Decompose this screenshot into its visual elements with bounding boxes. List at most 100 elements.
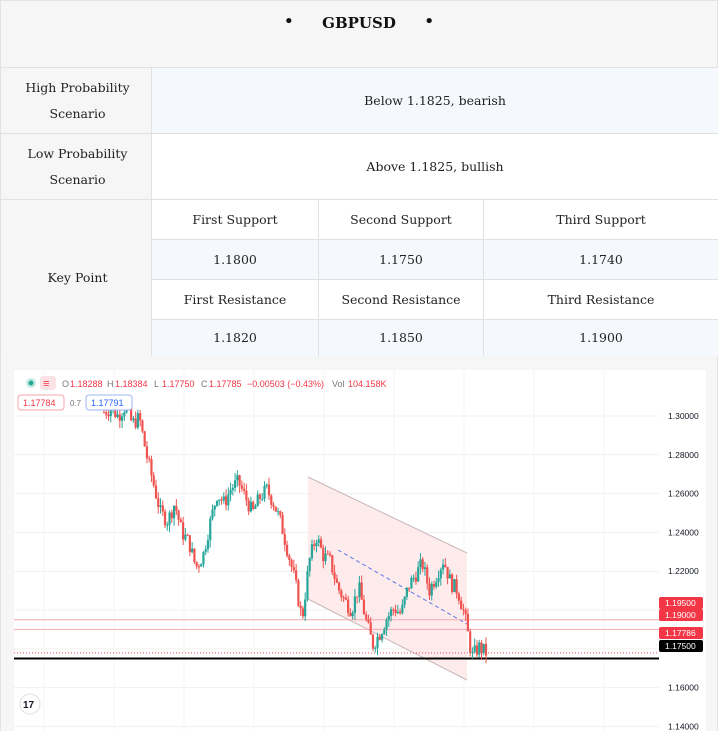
candle-body	[367, 619, 369, 622]
candle-body	[196, 562, 198, 566]
candle-body	[413, 578, 415, 579]
candle-body	[177, 511, 179, 520]
candle-body	[234, 480, 236, 488]
chart-panel: 1.300001.280001.260001.240001.220001.200…	[0, 356, 718, 731]
high-scenario-value: Below 1.1825, bearish	[152, 68, 718, 134]
candle-body	[139, 413, 141, 420]
symbol-legend: ≡ O 1.18288 H 1.18384 L 1.17750 C 1.1778…	[26, 376, 387, 390]
candle-body	[241, 486, 243, 489]
candle-body	[200, 564, 202, 566]
candle-body	[295, 570, 297, 580]
candle-body	[424, 567, 426, 569]
candle-body	[349, 613, 351, 616]
candle-body	[162, 505, 164, 511]
buy-price[interactable]: 1.17791	[91, 398, 124, 408]
tradingview-logo-text: 17	[23, 700, 35, 711]
price-chart[interactable]: 1.300001.280001.260001.240001.220001.200…	[14, 370, 706, 731]
candle-body	[415, 578, 417, 582]
volume-label: Vol	[332, 379, 345, 389]
candle-body	[426, 567, 428, 583]
ohlc-l-value: 1.17750	[162, 379, 195, 389]
candle-body	[243, 489, 245, 491]
candle-body	[417, 567, 419, 581]
tradingview-logo[interactable]: 17	[20, 694, 40, 714]
candle-body	[144, 431, 146, 446]
price-tag-label: 1.19500	[665, 598, 696, 608]
candle-body	[365, 614, 367, 619]
candle-body	[175, 506, 177, 511]
ohlc-l-label: L	[154, 379, 159, 389]
candle-body	[390, 609, 392, 615]
trade-buttons: 1.17784 0.7 1.17791	[18, 395, 132, 410]
price-tag-label: 1.17500	[665, 641, 696, 651]
candle-body	[431, 584, 433, 595]
candle-body	[182, 522, 184, 539]
candle-body	[315, 543, 317, 546]
candle-body	[135, 419, 137, 428]
sell-price[interactable]: 1.17784	[23, 398, 56, 408]
candle-body	[121, 416, 123, 420]
candle-body	[146, 446, 148, 458]
low-scenario-value: Above 1.1825, bullish	[152, 134, 718, 200]
title-bar: • GBPUSD •	[0, 0, 718, 68]
y-tick-label: 1.24000	[668, 527, 699, 537]
candle-body	[449, 574, 451, 578]
second-support-value: 1.1750	[319, 240, 484, 280]
candle-body	[453, 579, 455, 592]
price-axis: 1.300001.280001.260001.240001.220001.200…	[668, 411, 699, 731]
candle-body	[419, 559, 421, 567]
candle-body	[171, 512, 173, 518]
candle-body	[379, 637, 381, 640]
chart-container[interactable]: 1.300001.280001.260001.240001.220001.200…	[14, 370, 706, 731]
candle-body	[372, 635, 374, 649]
candle-body	[281, 515, 283, 534]
second-resistance-label: Second Resistance	[319, 280, 484, 320]
candle-body	[340, 590, 342, 597]
candle-body	[318, 539, 320, 542]
candle-body	[399, 612, 401, 613]
candle-body	[483, 644, 485, 653]
high-scenario-row: High Probability Scenario Below 1.1825, …	[1, 68, 718, 134]
candle-body	[331, 555, 333, 572]
candle-body	[159, 505, 161, 507]
candle-body	[202, 552, 204, 565]
candle-body	[166, 525, 168, 526]
candle-body	[116, 414, 118, 417]
candle-body	[211, 510, 213, 519]
candle-body	[216, 501, 218, 506]
candle-body	[458, 594, 460, 601]
candle-body	[229, 490, 231, 494]
candle-body	[442, 565, 444, 570]
third-resistance-label: Third Resistance	[484, 280, 718, 320]
price-tag-label: 1.17786	[665, 628, 696, 638]
candle-body	[236, 475, 238, 480]
candle-body	[291, 560, 293, 567]
candle-body	[370, 622, 372, 634]
candle-body	[401, 605, 403, 613]
candle-body	[406, 588, 408, 597]
candle-body	[223, 496, 225, 500]
candle-body	[327, 554, 329, 555]
candle-body	[137, 413, 139, 427]
third-resistance-value: 1.1900	[484, 320, 718, 357]
ohlc-change: −0.00503 (−0.43%)	[247, 379, 324, 389]
candle-body	[248, 500, 250, 511]
candle-body	[119, 414, 121, 420]
candle-body	[322, 548, 324, 561]
title-bullet-left: •	[284, 12, 295, 32]
candle-body	[209, 518, 211, 540]
first-support-label: First Support	[152, 200, 319, 240]
candle-body	[123, 412, 125, 416]
candle-body	[300, 606, 302, 608]
candle-body	[214, 506, 216, 510]
candle-body	[259, 495, 261, 499]
candle-body	[324, 554, 326, 562]
bars-icon[interactable]: ≡	[43, 378, 49, 390]
candle-body	[444, 565, 446, 567]
candle-body	[103, 412, 105, 413]
candle-body	[329, 554, 331, 555]
candle-body	[354, 596, 356, 612]
candle-body	[155, 486, 157, 499]
candle-body	[218, 500, 220, 501]
ohlc-c-label: C	[201, 379, 208, 389]
